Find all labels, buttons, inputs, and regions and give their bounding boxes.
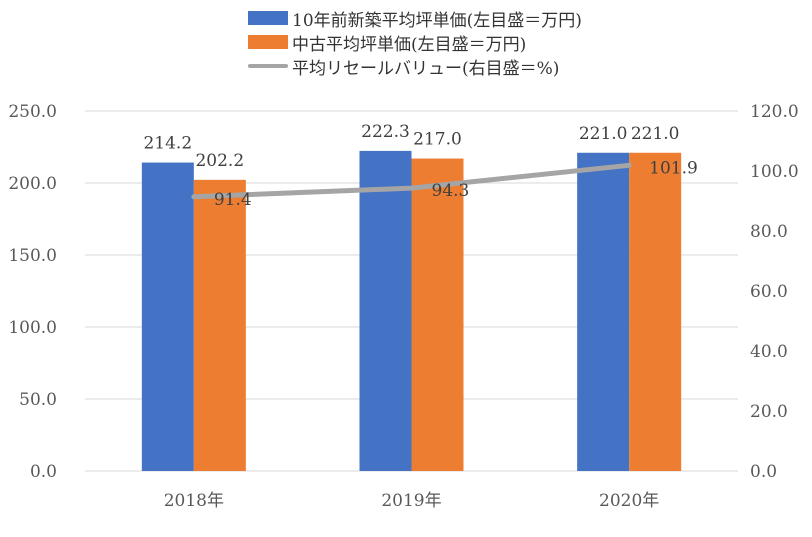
data-label-resale-value: 101.9 xyxy=(649,158,698,178)
right-axis-tick-label: 0.0 xyxy=(750,462,777,482)
left-axis-tick-label: 100.0 xyxy=(8,318,57,338)
data-label-new-price: 221.0 xyxy=(579,124,628,144)
bar-new-price xyxy=(141,162,194,471)
left-axis-tick-label: 50.0 xyxy=(19,390,57,410)
legend-item-used-price: 中古平均坪単価(左目盛＝万円) xyxy=(248,30,582,55)
right-axis-tick-label: 60.0 xyxy=(750,282,788,302)
legend-swatch-resale-value xyxy=(248,64,288,68)
right-axis-tick-label: 120.0 xyxy=(750,102,799,122)
left-axis-tick-label: 200.0 xyxy=(8,174,57,194)
data-label-used-price: 217.0 xyxy=(413,130,462,150)
bar-used-price xyxy=(193,179,246,471)
left-axis-tick-label: 250.0 xyxy=(8,102,57,122)
data-label-new-price: 214.2 xyxy=(143,134,192,154)
legend-label-new-price: 10年前新築平均坪単価(左目盛＝万円) xyxy=(292,10,582,31)
left-axis-tick-label: 0.0 xyxy=(30,462,57,482)
x-axis-tick-label: 2018年 xyxy=(164,491,224,511)
bar-used-price xyxy=(629,152,682,471)
right-axis-tick-label: 100.0 xyxy=(750,162,799,182)
legend-item-new-price: 10年前新築平均坪単価(左目盛＝万円) xyxy=(248,6,582,31)
bar-new-price xyxy=(577,152,630,471)
line-resale-value xyxy=(191,162,632,200)
legend-swatch-used-price xyxy=(248,35,288,49)
legend: 10年前新築平均坪単価(左目盛＝万円) 中古平均坪単価(左目盛＝万円) 平均リセ… xyxy=(248,6,582,79)
legend-swatch-new-price xyxy=(248,11,288,25)
data-label-used-price: 221.0 xyxy=(631,124,680,144)
data-label-resale-value: 91.4 xyxy=(214,190,252,210)
right-axis-tick-label: 40.0 xyxy=(750,342,788,362)
data-label-used-price: 202.2 xyxy=(195,151,244,171)
legend-label-resale-value: 平均リセールバリュー(右目盛＝%) xyxy=(292,58,560,79)
bar-new-price xyxy=(359,150,412,471)
x-axis-tick-label: 2020年 xyxy=(599,491,659,511)
x-axis-tick-label: 2019年 xyxy=(381,491,441,511)
left-axis-tick-label: 150.0 xyxy=(8,246,57,266)
legend-item-resale-value: 平均リセールバリュー(右目盛＝%) xyxy=(248,54,582,79)
legend-label-used-price: 中古平均坪単価(左目盛＝万円) xyxy=(292,34,527,55)
right-axis-tick-label: 80.0 xyxy=(750,222,788,242)
right-axis-tick-label: 20.0 xyxy=(750,402,788,422)
bar-used-price xyxy=(411,158,464,471)
data-label-resale-value: 94.3 xyxy=(432,181,470,201)
data-label-new-price: 222.3 xyxy=(361,122,410,142)
